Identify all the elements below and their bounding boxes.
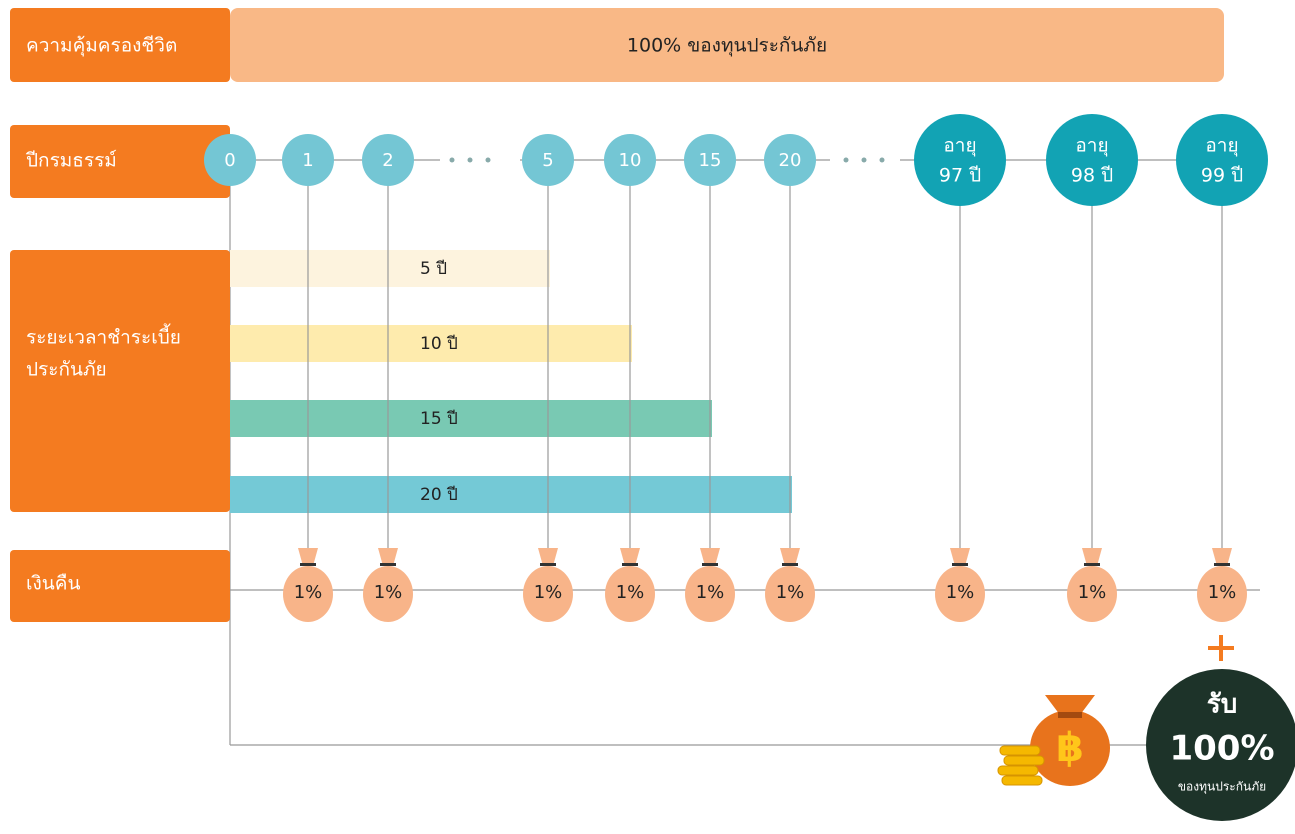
diagram: ความคุ้มครองชีวิต 100% ของทุนประกันภัย ป…	[0, 0, 1295, 834]
term-bar	[230, 250, 550, 287]
age-circle	[914, 114, 1006, 206]
bag-label: 1%	[946, 582, 975, 603]
year-label: 0	[224, 150, 235, 171]
bag-label: 1%	[616, 582, 645, 603]
row-label-box	[10, 250, 230, 512]
row-label: เงินคืน	[26, 573, 80, 595]
maturity-note: ของทุนประกันภัย	[1178, 780, 1266, 795]
maturity-title: รับ	[1207, 690, 1237, 720]
row-label: ประกันภัย	[26, 359, 107, 381]
term-bar	[230, 476, 792, 513]
dot	[862, 158, 867, 163]
year-label: 20	[779, 150, 802, 171]
bag-label: 1%	[374, 582, 403, 603]
coin	[1004, 756, 1044, 765]
year-label: 2	[382, 150, 393, 171]
coin	[1000, 746, 1040, 755]
dynamic: 5 ปี 10 ปี 15 ปี 20 ปี 0 1 2 5 10 15 20 อายุ 97 ปี อา…	[204, 114, 1268, 622]
dot	[844, 158, 849, 163]
age-label: อายุ	[1205, 135, 1238, 158]
dot	[880, 158, 885, 163]
bag-tie	[540, 563, 556, 566]
bag-tie	[622, 563, 638, 566]
bag-label: 1%	[1208, 582, 1237, 603]
row-label: ความคุ้มครองชีวิต	[26, 35, 177, 58]
year-label: 1	[302, 150, 313, 171]
age-label: 98 ปี	[1071, 165, 1113, 187]
term-bar	[230, 400, 712, 437]
bag-tie	[1084, 563, 1100, 566]
age-circle	[1176, 114, 1268, 206]
bag-tie	[1214, 563, 1230, 566]
bag-label: 1%	[534, 582, 563, 603]
coins	[998, 746, 1044, 785]
bag-tie	[702, 563, 718, 566]
connectors	[230, 160, 1260, 745]
dot	[450, 158, 455, 163]
age-label: อายุ	[1075, 135, 1108, 158]
dot	[468, 158, 473, 163]
bag-tie	[782, 563, 798, 566]
bag-tie	[380, 563, 396, 566]
coverage-value: 100% ของทุนประกันภัย	[627, 35, 827, 58]
age-label: อายุ	[943, 135, 976, 158]
year-label: 10	[619, 150, 642, 171]
bag-tie	[952, 563, 968, 566]
bag-label: 1%	[696, 582, 725, 603]
year-label: 5	[542, 150, 553, 171]
term-label: 20 ปี	[420, 485, 458, 505]
row-label: ปีกรมธรรม์	[25, 150, 117, 172]
age-label: 97 ปี	[939, 165, 981, 187]
bag-tie	[300, 563, 316, 566]
coin	[998, 766, 1038, 775]
age-label: 99 ปี	[1201, 165, 1243, 187]
maturity-amount: 100%	[1169, 729, 1274, 769]
year-label: 15	[699, 150, 722, 171]
age-circle	[1046, 114, 1138, 206]
page: ความคุ้มครองชีวิต 100% ของทุนประกันภัย ป…	[0, 0, 1295, 834]
plus-icon	[1208, 635, 1234, 661]
bag-symbol: ฿	[1056, 725, 1084, 771]
dot	[486, 158, 491, 163]
coin	[1002, 776, 1042, 785]
term-label: 10 ปี	[420, 334, 458, 354]
term-label: 5 ปี	[420, 259, 447, 279]
bag-label: 1%	[776, 582, 805, 603]
bag-label: 1%	[294, 582, 323, 603]
bag-label: 1%	[1078, 582, 1107, 603]
bag-tie	[1058, 712, 1082, 718]
term-label: 15 ปี	[420, 409, 458, 429]
row-label: ระยะเวลาชำระเบี้ย	[26, 324, 181, 349]
money-bag-icon: ฿	[998, 695, 1110, 786]
